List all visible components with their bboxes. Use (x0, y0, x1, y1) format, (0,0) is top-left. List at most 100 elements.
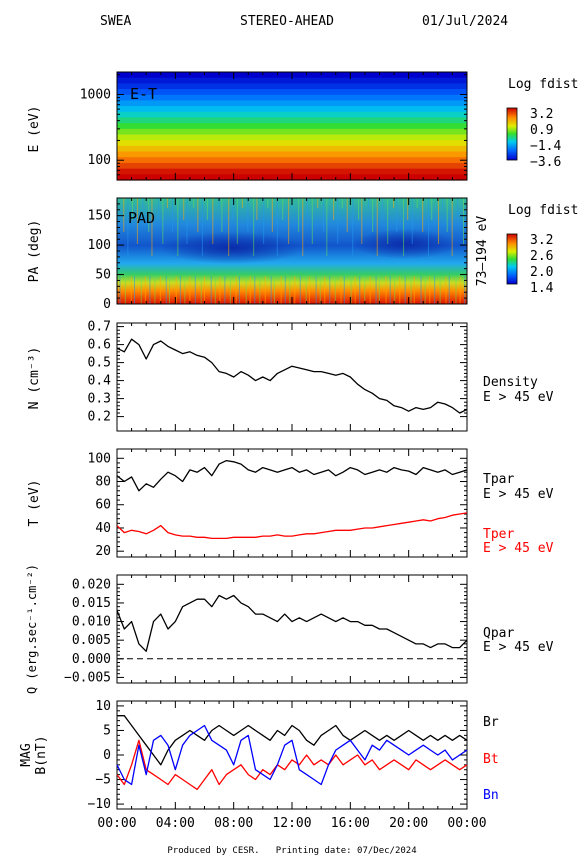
br-legend: Br (483, 715, 499, 730)
header-spacecraft: STEREO-AHEAD (240, 14, 334, 29)
pad-y-tick-label: 0 (103, 297, 111, 312)
series-tpar-line (116, 459, 468, 492)
density-panel: 0.7 0.6 0.5 0.4 0.3 0.2 N (cm⁻³) Density E > … (27, 320, 554, 432)
x-tick-label: 00:00 (447, 816, 486, 831)
et-band (117, 111, 467, 119)
mag-ylabel: MAG (19, 743, 34, 767)
tpar-legend-name: Tpar (483, 472, 514, 487)
tpar-legend-sublabel: E > 45 eV (483, 487, 554, 502)
heatflux-panel: 0.020 0.015 0.010 0.005 0.000 −0.005 Q (erg.s… (25, 564, 554, 694)
y-tick-label: 0 (103, 748, 111, 763)
pad-y-tick-label: 100 (88, 238, 111, 253)
series-br-line (117, 715, 468, 766)
y-tick-label: 0.015 (72, 596, 111, 611)
y-tick-label: 0.4 (88, 374, 112, 389)
x-axis-labels: 00:00 04:00 08:00 12:00 16:00 20:00 00:00 (97, 72, 487, 831)
y-tick-label: 0.5 (88, 356, 111, 371)
x-tick-label: 16:00 (331, 816, 370, 831)
y-tick-label: 80 (95, 475, 111, 490)
et-band (117, 145, 467, 153)
y-tick-label: 0.010 (72, 615, 111, 630)
header-date: 01/Jul/2024 (422, 14, 508, 29)
pad-colorbar (506, 233, 518, 285)
et-panel-label: E-T (130, 85, 157, 103)
density-plot (116, 338, 468, 414)
mag-panel: 10 5 0 −5 −10 MAG B(nT) Br Bt Bn (19, 699, 499, 812)
pad-cb-tick-1: 2.6 (530, 249, 553, 264)
et-band (117, 157, 467, 164)
et-band (117, 140, 467, 147)
density-legend-sublabel: E > 45 eV (483, 390, 554, 405)
pad-y-tick-label: 50 (95, 268, 111, 283)
y-tick-label: −10 (88, 797, 111, 812)
y-tick-label: 20 (95, 544, 111, 559)
y-tick-label: 100 (88, 451, 111, 466)
qpar-legend-name: Qpar (483, 626, 514, 641)
mag-ylabel-unit: B(nT) (34, 735, 49, 774)
x-tick-label: 04:00 (156, 816, 195, 831)
density-legend-name: Density (483, 375, 538, 390)
temperature-plot (116, 459, 468, 540)
et-colorbar (506, 107, 518, 161)
pad-core-right (353, 229, 457, 259)
et-cb-tick-2: −1.4 (530, 139, 561, 154)
x-tick-label: 08:00 (214, 816, 253, 831)
et-cb-tick-1: 0.9 (530, 123, 553, 138)
qpar-legend-sublabel: E > 45 eV (483, 640, 554, 655)
y-tick-label: 0.005 (72, 633, 111, 648)
et-band (117, 151, 467, 158)
density-frame (116, 322, 468, 432)
et-band (117, 134, 467, 141)
et-band (117, 117, 467, 124)
et-band (117, 94, 467, 102)
et-band (117, 106, 467, 113)
y-tick-label: 0.020 (72, 577, 111, 592)
et-cb-tick-0: 3.2 (530, 107, 553, 122)
pad-y-tick-label: 150 (88, 209, 111, 224)
pad-energy-range: 73–194 eV (475, 216, 490, 287)
et-band (117, 162, 467, 170)
x-tick-label: 20:00 (389, 816, 428, 831)
y-tick-label: 0.7 (88, 320, 111, 335)
et-band (117, 123, 467, 130)
y-tick-label: −5 (95, 773, 111, 788)
series-density-line (116, 338, 468, 414)
mag-plot (116, 715, 468, 791)
y-tick-label: 0.3 (88, 392, 111, 407)
tper-legend-sublabel: E > 45 eV (483, 541, 554, 556)
pad-colorbar-title: Log fdist (508, 203, 578, 218)
y-tick-label: 10 (95, 699, 111, 714)
series-bn-line (116, 724, 468, 786)
pad-cb-tick-3: 1.4 (530, 281, 554, 296)
y-tick-label: −0.005 (64, 670, 111, 685)
y-tick-label: 40 (95, 521, 111, 536)
et-cb-tick-3: −3.6 (530, 155, 561, 170)
pad-cb-tick-2: 2.0 (530, 265, 553, 280)
bt-legend: Bt (483, 752, 499, 767)
et-y-tick-label: 1000 (80, 88, 111, 103)
x-tick-label: 00:00 (97, 816, 136, 831)
et-y-tick-label: 100 (88, 153, 111, 168)
mag-y-ticks: 10 5 0 −5 −10 (88, 699, 467, 812)
density-y-ticks: 0.7 0.6 0.5 0.4 0.3 0.2 (88, 320, 467, 425)
et-band (117, 100, 467, 107)
heatflux-plot (116, 594, 468, 660)
et-panel: E-T 1000 100 E (eV) Log fdist 3.2 0.9 −1.… (27, 71, 578, 181)
pad-ylabel: PA (deg) (27, 220, 42, 283)
heatflux-ylabel: Q (erg.sec⁻¹.cm⁻²) (25, 564, 39, 694)
pad-panel: PAD 150 100 50 0 PA (deg) 73–194 eV Log fdi… (27, 197, 578, 312)
et-y-ticks: 1000 100 (80, 74, 467, 176)
header-instrument: SWEA (100, 14, 131, 29)
pad-cb-tick-0: 3.2 (530, 233, 553, 248)
temperature-ylabel: T (eV) (27, 480, 42, 527)
series-bt-line (116, 739, 468, 791)
y-tick-label: 0.000 (72, 652, 111, 667)
heatflux-frame (116, 574, 468, 684)
temperature-panel: 100 80 60 40 20 T (eV) Tpar E > 45 eV Tper E… (27, 448, 554, 559)
pad-y-ticks: 150 100 50 0 (88, 203, 467, 312)
series-qpar-line (116, 594, 468, 652)
temperature-y-ticks: 100 80 60 40 20 (88, 451, 467, 559)
pad-streaks (116, 198, 466, 304)
y-tick-label: 60 (95, 498, 111, 513)
